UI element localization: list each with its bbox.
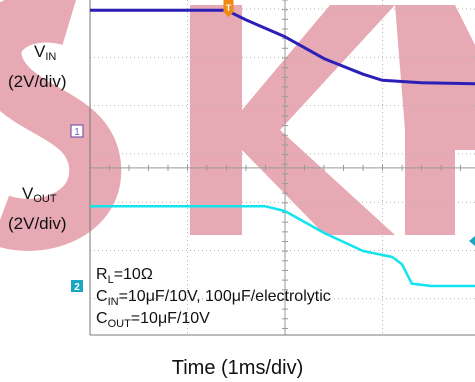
- x-axis-label: Time (1ms/div): [171, 357, 304, 379]
- waveform-traces: [90, 8, 475, 288]
- watermark-letter-y: [395, 5, 475, 235]
- ch1-ground-marker: [70, 124, 84, 138]
- watermark-letter-k-stem: [190, 5, 242, 235]
- ch2-ground-marker: [71, 280, 83, 292]
- trigger-marker-label: T: [226, 3, 232, 13]
- trace-vin: [90, 8, 475, 86]
- ch2-marker-label: 2: [74, 282, 80, 293]
- vin-channel-label: VIN: [34, 42, 57, 63]
- ch1-marker-label: 1: [74, 127, 80, 138]
- graticule-grid: [89, 0, 475, 336]
- trigger-marker: [223, 0, 234, 17]
- watermark-letter-k-arms: [242, 5, 395, 235]
- watermark-logo: [0, 0, 475, 251]
- condition-line: RL=10Ω: [96, 266, 153, 286]
- condition-line: COUT=10μF/10V: [96, 310, 210, 330]
- vout-channel-label: VOUT: [22, 184, 57, 205]
- condition-line: CIN=10μF/10V, 100μF/electrolytic: [96, 288, 331, 308]
- trigger-level-arrow: [469, 236, 475, 246]
- vin-scale-label: (2V/div): [8, 72, 67, 91]
- trace-vout: [90, 205, 475, 288]
- vout-scale-label: (2V/div): [8, 214, 67, 233]
- channel-markers: 1 2 T: [70, 0, 475, 293]
- watermark-letter-s: [0, 0, 122, 251]
